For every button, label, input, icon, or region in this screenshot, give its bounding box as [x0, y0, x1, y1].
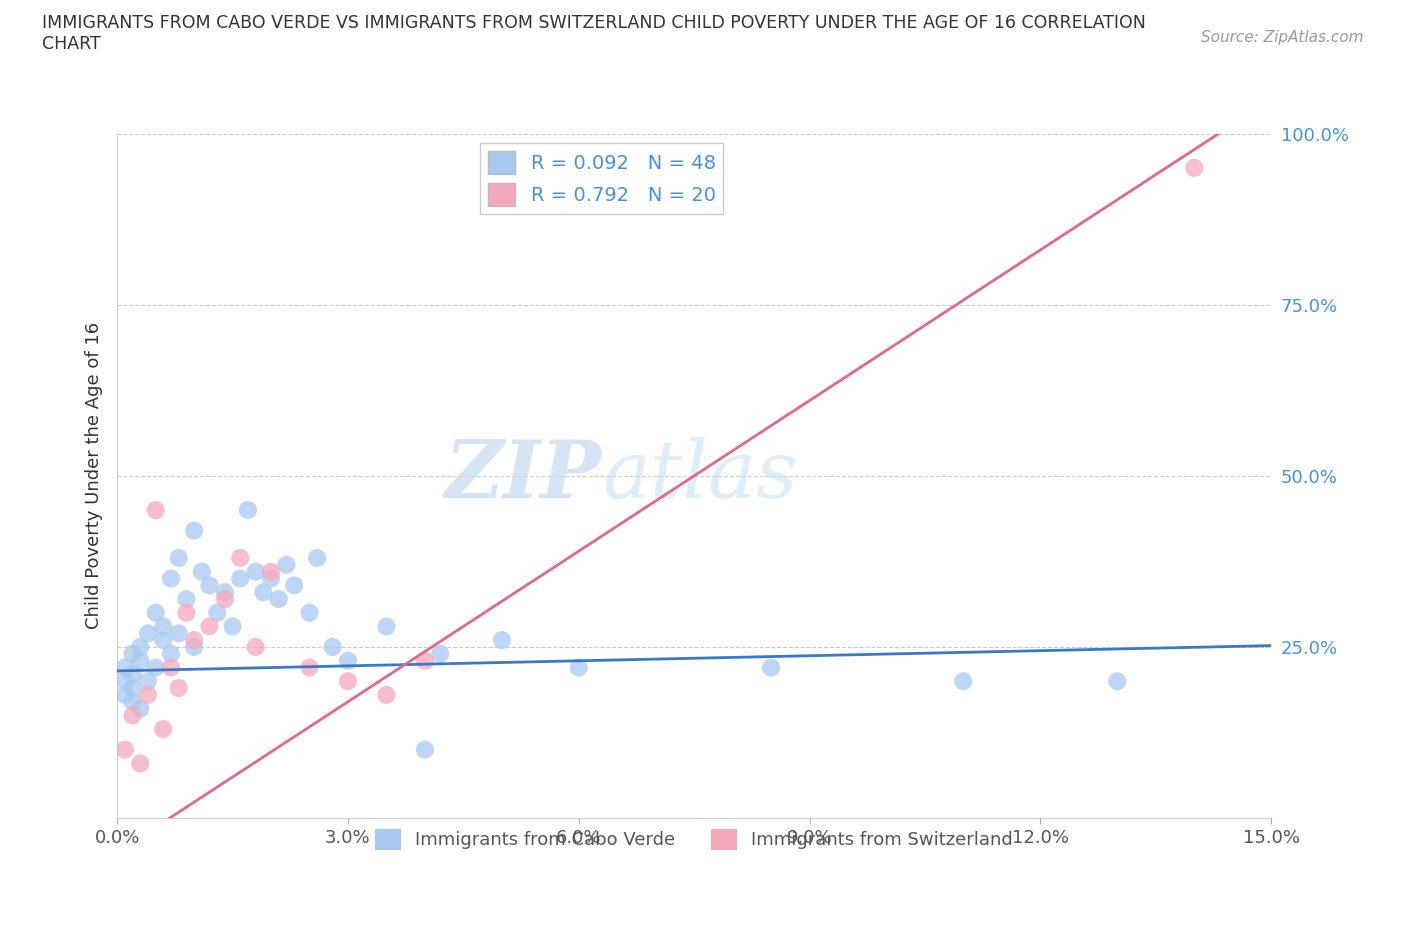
Point — [121, 695, 143, 710]
Point — [283, 578, 305, 592]
Point — [568, 660, 591, 675]
Point — [322, 640, 344, 655]
Point — [229, 571, 252, 586]
Point — [176, 591, 198, 606]
Point — [136, 626, 159, 641]
Point — [336, 673, 359, 688]
Point — [1182, 160, 1205, 175]
Point — [121, 708, 143, 723]
Point — [229, 551, 252, 565]
Point — [145, 502, 167, 517]
Point — [759, 660, 782, 675]
Point — [114, 687, 136, 702]
Point — [413, 653, 436, 668]
Point — [183, 640, 205, 655]
Point — [129, 640, 152, 655]
Point — [121, 646, 143, 661]
Point — [145, 660, 167, 675]
Point — [221, 619, 243, 634]
Point — [260, 565, 283, 579]
Point — [245, 640, 267, 655]
Point — [176, 605, 198, 620]
Point — [298, 660, 321, 675]
Point — [336, 653, 359, 668]
Point — [183, 524, 205, 538]
Text: ZIP: ZIP — [444, 437, 602, 514]
Point — [198, 619, 221, 634]
Point — [152, 632, 174, 647]
Point — [167, 551, 190, 565]
Point — [129, 756, 152, 771]
Point — [136, 673, 159, 688]
Point — [160, 646, 183, 661]
Point — [267, 591, 290, 606]
Point — [136, 687, 159, 702]
Point — [121, 667, 143, 682]
Point — [375, 619, 398, 634]
Point — [236, 502, 259, 517]
Point — [205, 605, 228, 620]
Text: Source: ZipAtlas.com: Source: ZipAtlas.com — [1201, 30, 1364, 45]
Point — [114, 742, 136, 757]
Point — [307, 551, 329, 565]
Point — [298, 605, 321, 620]
Point — [129, 701, 152, 716]
Point — [260, 571, 283, 586]
Point — [152, 722, 174, 737]
Legend: Immigrants from Cabo Verde, Immigrants from Switzerland: Immigrants from Cabo Verde, Immigrants f… — [368, 822, 1021, 857]
Point — [245, 565, 267, 579]
Point — [276, 557, 298, 572]
Point — [152, 619, 174, 634]
Point — [145, 605, 167, 620]
Point — [167, 681, 190, 696]
Point — [114, 660, 136, 675]
Text: atlas: atlas — [602, 437, 797, 514]
Point — [160, 660, 183, 675]
Point — [198, 578, 221, 592]
Point — [214, 591, 236, 606]
Point — [375, 687, 398, 702]
Text: IMMIGRANTS FROM CABO VERDE VS IMMIGRANTS FROM SWITZERLAND CHILD POVERTY UNDER TH: IMMIGRANTS FROM CABO VERDE VS IMMIGRANTS… — [42, 14, 1146, 53]
Point — [160, 571, 183, 586]
Point — [114, 673, 136, 688]
Point — [413, 742, 436, 757]
Point — [952, 673, 974, 688]
Point — [167, 626, 190, 641]
Point — [252, 585, 274, 600]
Point — [183, 632, 205, 647]
Point — [491, 632, 513, 647]
Point — [121, 681, 143, 696]
Y-axis label: Child Poverty Under the Age of 16: Child Poverty Under the Age of 16 — [86, 323, 103, 630]
Point — [191, 565, 214, 579]
Point — [1107, 673, 1129, 688]
Point — [129, 653, 152, 668]
Point — [214, 585, 236, 600]
Point — [429, 646, 451, 661]
